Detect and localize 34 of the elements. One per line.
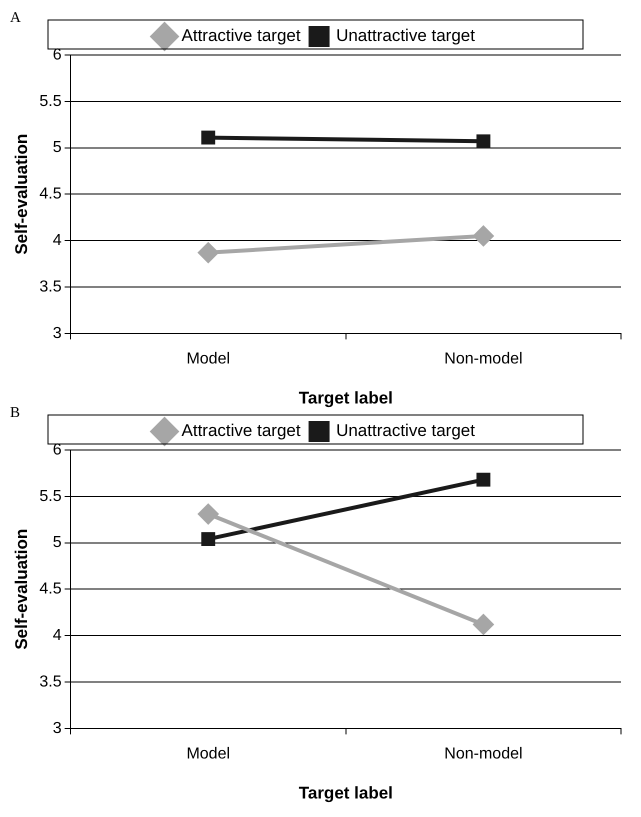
y-axis-title: Self-evaluation [12, 134, 31, 255]
x-axis-title: Target label [298, 388, 393, 408]
point [473, 614, 494, 634]
y-tick-label: 4.5 [39, 580, 62, 598]
legend-label: Unattractive target [336, 26, 476, 46]
point [476, 472, 490, 487]
y-tick-label: 3 [52, 324, 62, 342]
point [473, 226, 494, 246]
x-axis-title: Target label [298, 783, 393, 802]
legend-label: Attractive target [182, 26, 301, 46]
point [198, 242, 218, 263]
y-tick-label: 4 [52, 232, 62, 250]
point [198, 504, 218, 524]
y-tick-label: 3 [52, 720, 62, 737]
y-tick-label: 4.5 [39, 186, 62, 203]
y-axis-title: Self-evaluation [12, 528, 31, 650]
text: B [10, 405, 20, 422]
point [201, 532, 216, 546]
y-tick-label: 3.5 [39, 278, 62, 296]
y-tick-label: 5 [52, 139, 62, 156]
y-tick-label: 5.5 [39, 92, 62, 110]
y-tick-label: 4 [52, 627, 62, 644]
text: A [10, 10, 21, 27]
legend-label: Unattractive target [336, 421, 476, 440]
point [201, 130, 216, 145]
y-tick-label: 5.5 [39, 488, 62, 505]
point [476, 134, 490, 148]
x-tick-label: Non-model [444, 745, 523, 762]
y-tick-label: 5 [52, 534, 62, 552]
legend-label: Attractive target [182, 421, 301, 440]
y-tick-label: 3.5 [39, 673, 62, 690]
x-tick-label: Non-model [444, 350, 523, 368]
x-tick-label: Model [186, 350, 230, 368]
x-tick-label: Model [186, 745, 230, 762]
